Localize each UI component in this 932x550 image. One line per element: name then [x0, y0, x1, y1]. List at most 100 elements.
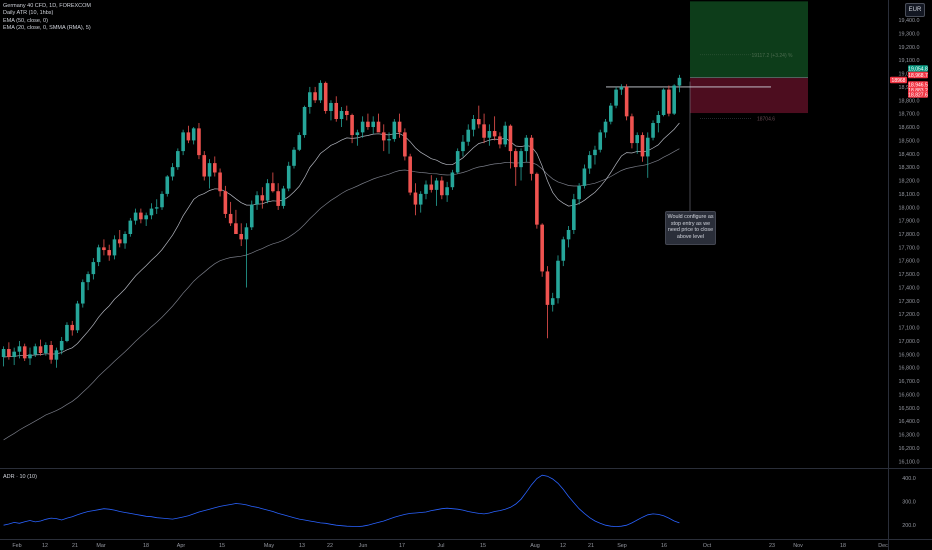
y-tick-label: 17,400.0 [899, 285, 920, 291]
candle [139, 208, 143, 224]
candle [334, 96, 339, 122]
candle [165, 175, 170, 197]
candle [503, 121, 507, 148]
candle [519, 148, 523, 181]
candle-body [7, 348, 11, 358]
candle [329, 100, 333, 121]
candle-body [656, 114, 661, 124]
candle-body [107, 250, 111, 256]
candle [524, 135, 529, 162]
y-tick-label: 18,600.0 [899, 125, 920, 131]
candle [545, 266, 550, 339]
candle-body [677, 77, 682, 86]
y-tick-label: 19,400.0 [899, 18, 920, 24]
x-tick-label: Dec [878, 543, 888, 549]
candle-body [191, 128, 196, 141]
x-tick-label: 22 [327, 543, 333, 549]
candle [308, 86, 312, 114]
candle-body [302, 106, 307, 136]
candle [49, 340, 53, 364]
candle [33, 343, 38, 358]
candle-body [170, 167, 175, 177]
candle [181, 129, 185, 156]
y-tick-label: 19,100.0 [899, 58, 920, 64]
y-tick-label: 16,200.0 [899, 446, 920, 452]
candle [207, 159, 212, 189]
legend-symbol[interactable]: Germany 40 CFD, 1D, FOREXCOM [3, 3, 92, 9]
legend-atr[interactable]: Daily ATR (10, 1hbs) [3, 10, 54, 17]
candle-body [614, 89, 618, 106]
candle [112, 235, 117, 260]
candle-body [239, 234, 243, 240]
candle [561, 236, 566, 267]
candle-body [355, 132, 360, 136]
candle-body [154, 207, 159, 209]
price-badge-label: 19,054.8 [908, 66, 928, 72]
y-tick-label: 16,400.0 [899, 419, 920, 425]
candle-body [672, 85, 676, 114]
currency-button[interactable]: EUR [905, 3, 925, 17]
candle [255, 191, 259, 210]
candle-body [139, 212, 143, 220]
candle [582, 164, 587, 189]
candle-body [102, 247, 106, 251]
price-badge-bg [908, 91, 928, 98]
price-badge-label: 18,968.7 [908, 73, 928, 79]
candle-body [566, 229, 571, 240]
candle [154, 199, 159, 214]
y-tick-label: 19,200.0 [899, 45, 920, 51]
ema-slow-line [3, 148, 680, 441]
x-tick-label: 21 [72, 543, 78, 549]
candle-body [376, 121, 381, 133]
candle [144, 212, 148, 226]
candle [323, 81, 328, 114]
price-badge: 18,946.5 [908, 81, 928, 88]
adr-indicator-label[interactable]: ADR · 10 (10) [3, 474, 37, 480]
candle [128, 217, 133, 237]
x-tick-label: Mar [96, 543, 105, 549]
candle-body [392, 121, 397, 140]
candle-body [59, 340, 64, 351]
candle [572, 193, 576, 234]
candle [244, 223, 249, 288]
candle-body [281, 188, 286, 206]
price-badge: 19,054.8 [908, 65, 928, 72]
candle-body [450, 172, 455, 188]
candle-body [207, 163, 212, 177]
candle-body [38, 346, 43, 354]
y-tick-label: 18,100.0 [899, 192, 920, 198]
candle-body [445, 187, 449, 196]
candle [107, 244, 111, 261]
candle-body [561, 239, 566, 261]
stop-label: 18704.6 [757, 116, 775, 122]
candle [672, 84, 676, 115]
legend-ema50[interactable]: EMA (50, close, 0) [3, 17, 48, 24]
x-tick-label: Jun [359, 543, 368, 549]
y-tick-label: 18,300.0 [899, 165, 920, 171]
price-badge-label: 18,827.6 [908, 92, 928, 98]
y-tick-label: 16,800.0 [899, 366, 920, 372]
x-tick-label: Jul [438, 543, 445, 549]
candle [667, 85, 671, 117]
y-tick-label: 17,500.0 [899, 272, 920, 278]
candle-body [186, 132, 191, 141]
candle [133, 208, 138, 225]
candle [70, 320, 75, 336]
target-label: 19117.2 (+3.24) % [752, 53, 793, 59]
candle-body [223, 191, 228, 214]
candle [614, 86, 618, 109]
candle [260, 187, 265, 209]
y-tick-label: 17,200.0 [899, 312, 920, 318]
candle-body [144, 215, 148, 220]
candle-body [593, 149, 597, 156]
candle [397, 113, 402, 138]
candle-body [228, 213, 233, 224]
annotation-callout[interactable]: Would configure as stop entry as we need… [665, 211, 716, 245]
candle [593, 145, 597, 165]
candle-body [44, 344, 48, 354]
legend-ema20[interactable]: EMA (20, close, 0, SMMA (RMA), 5) [3, 25, 91, 32]
candle [96, 244, 101, 267]
candle [123, 231, 127, 249]
candle-body [339, 110, 344, 120]
